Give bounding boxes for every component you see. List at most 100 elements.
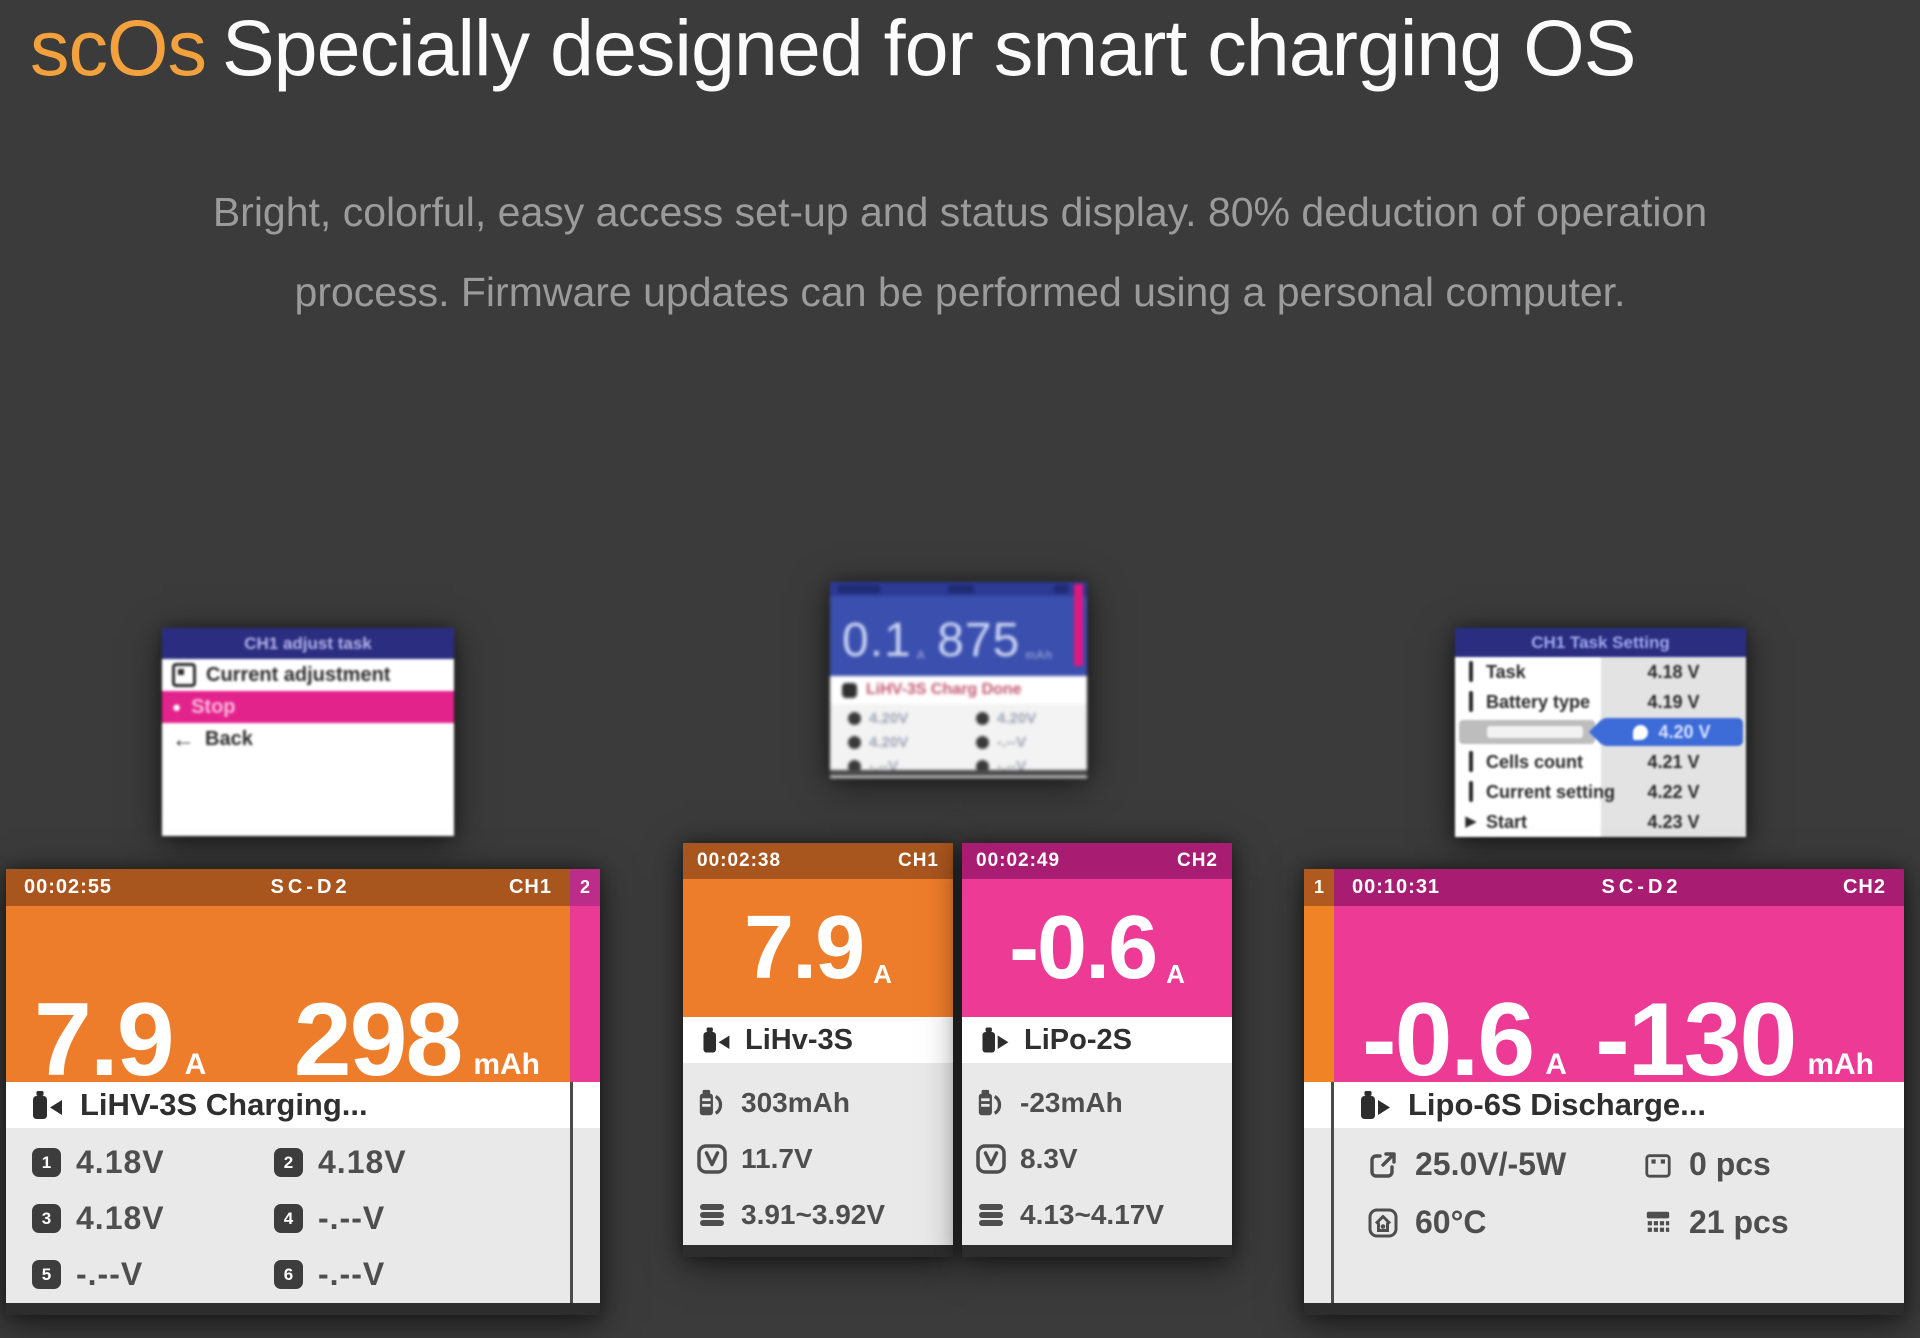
screen-ch1-main: 00:02:55 SC-D2 CH1 7.9 A 298 mAh LiHV-3S… — [6, 869, 600, 1315]
cells-icon — [976, 1200, 1006, 1230]
side-strip-lower — [570, 1082, 600, 1303]
task-row-task: Task 4.18 V — [1455, 657, 1746, 687]
back-arrow-icon: ← — [172, 725, 195, 752]
elapsed-time: 00:10:31 — [1352, 876, 1441, 898]
cell-1: 1 4.18V — [32, 1144, 165, 1181]
mini-current: 0.1 A — [842, 613, 926, 668]
ch1-status-row: LiHV-3S Charging... — [6, 1082, 570, 1128]
task-setting-body: Task 4.18 V Battery type 4.19 V 4.20 V C… — [1455, 657, 1746, 837]
temperature-icon — [1368, 1208, 1398, 1238]
ch2-readout: -0.6 A -130 mAh — [1334, 906, 1904, 1100]
selected-value-tag: 4.20 V — [1589, 718, 1743, 746]
model-name: SC-D2 — [1601, 876, 1682, 898]
current-value: -0.6 — [1009, 897, 1158, 998]
mini-statusbar — [830, 582, 1087, 596]
current-unit: A — [1166, 958, 1185, 989]
task-row-selected: 4.20 V — [1455, 717, 1746, 747]
ch1-side-tab-strip: 1 — [1304, 869, 1334, 1303]
page-subtitle: Bright, colorful, easy access set-up and… — [0, 172, 1920, 332]
cell-4: 4 -.--V — [274, 1200, 385, 1237]
task-setting-title: CH1 Task Setting — [1455, 628, 1746, 657]
screen-mini-status: 0.1 A 875 mAh LiHV-3S Charg Done 4.20V 4… — [830, 582, 1087, 778]
value-column — [1601, 657, 1746, 837]
voltage-row: 8.3V — [962, 1131, 1232, 1187]
ch1-cell-voltages: 1 4.18V 2 4.18V 3 4.18V 4 -.--V 5 -.--V 6 -.--… — [6, 1128, 570, 1303]
screen-task-setting: CH1 Task Setting Task 4.18 V Battery typ… — [1455, 628, 1746, 837]
mini-readout: 0.1 A 875 mAh — [830, 596, 1087, 676]
temperature-stat: 60°C — [1368, 1204, 1487, 1241]
battery-label: LiPo-2S — [1024, 1023, 1132, 1056]
ch2-battery-row: LiPo-2S — [962, 1017, 1232, 1063]
counter-empty-icon — [1644, 1151, 1672, 1179]
counter-grid-icon — [1644, 1209, 1672, 1237]
voltage-icon — [697, 1144, 727, 1174]
channel-2-color-strip — [570, 906, 600, 1082]
cell-range-row: 3.91~3.92V — [683, 1187, 953, 1243]
side-strip-lower — [1304, 1082, 1334, 1303]
ch2-stats: 25.0V/-5W 0 pcs 60°C — [1334, 1128, 1904, 1303]
ch1-battery-row: LiHv-3S — [683, 1017, 953, 1063]
voltage-icon — [976, 1144, 1006, 1174]
current-unit: A — [873, 958, 892, 989]
model-name: SC-D2 — [270, 876, 351, 898]
channel-label: CH2 — [1842, 876, 1886, 898]
mini-progress-bar — [1074, 584, 1083, 666]
ch2-status-text: Lipo-6S Discharge... — [1408, 1087, 1707, 1122]
subtitle-line-1: Bright, colorful, easy access set-up and… — [212, 189, 1708, 235]
screen-bezel — [1304, 1303, 1904, 1315]
pointer-icon — [1633, 724, 1649, 740]
screen-bezel — [683, 1245, 953, 1257]
menu-item-label: Current adjustment — [206, 663, 391, 686]
screen-ch1-compact: 00:02:38 CH1 7.9 A LiHv-3S 303mAh — [683, 843, 953, 1257]
cell-range-row: 4.13~4.17V — [962, 1187, 1232, 1243]
screen-ch2-main: 1 00:10:31 SC-D2 CH2 -0.6 A -130 mAh — [1304, 869, 1904, 1315]
stop-icon: ● — [172, 698, 182, 716]
channel-1-color-strip — [1304, 906, 1334, 1082]
ch2-header: 00:10:31 SC-D2 CH2 — [1334, 869, 1904, 906]
channel-label: CH1 — [508, 876, 552, 898]
capacity-readout: 298 mAh — [293, 982, 540, 1098]
start-icon: ▶ — [1465, 813, 1477, 830]
mini-cell-1: 4.20V — [848, 710, 908, 727]
task-row-current-setting: Current setting 4.22 V — [1455, 777, 1746, 807]
channel-label: CH1 — [897, 850, 939, 871]
mini-current-value: 0.1 — [842, 614, 912, 667]
ch1-compact-readout: 7.9 A — [683, 879, 953, 1017]
screen-bezel — [6, 1303, 600, 1315]
mini-current-unit: A — [916, 648, 926, 662]
channel-2-tab: 2 — [570, 869, 600, 906]
battery-charge-icon — [28, 1089, 66, 1121]
ch1-status-text: LiHV-3S Charging... — [80, 1087, 368, 1122]
task-row-battery-type: Battery type 4.19 V — [1455, 687, 1746, 717]
cell-6: 6 -.--V — [274, 1256, 385, 1293]
mini-cell-2: 4.20V — [976, 710, 1036, 727]
menu-item-stop: ● Stop — [162, 691, 454, 723]
ch2-main-panel: 00:10:31 SC-D2 CH2 -0.6 A -130 mAh Lipo-… — [1334, 869, 1904, 1303]
capacity-icon — [697, 1088, 727, 1118]
ch1-readout: 7.9 A 298 mAh — [6, 906, 570, 1100]
mini-capacity-value: 875 — [937, 614, 1021, 667]
page-title: scOs Specially designed for smart chargin… — [30, 2, 1636, 94]
battery-charge-icon — [699, 1025, 733, 1055]
mini-capacity-unit: mAh — [1025, 648, 1053, 662]
current-readout: 7.9 A — [34, 982, 207, 1098]
ch1-compact-header: 00:02:38 CH1 — [683, 843, 953, 879]
ch1-details: 303mAh 11.7V 3.91~3.92V — [683, 1063, 953, 1245]
channel-label: CH2 — [1176, 850, 1218, 871]
mini-status-row: LiHV-3S Charg Done — [830, 676, 1087, 704]
voltage-row: 11.7V — [683, 1131, 953, 1187]
selected-label-highlight — [1459, 720, 1595, 744]
power-stat: 25.0V/-5W — [1368, 1146, 1566, 1183]
screen-ch2-compact: 00:02:49 CH2 -0.6 A LiPo-2S -23mAh — [962, 843, 1232, 1257]
current-value: 7.9 — [744, 897, 865, 998]
channel-1-tab: 1 — [1304, 869, 1334, 906]
mini-cell-voltages: 4.20V 4.20V 4.20V -.--V -.--V -.--V — [830, 704, 1087, 778]
cells-count-icon — [1462, 751, 1480, 772]
battery-discharge-icon — [978, 1025, 1012, 1055]
pcs-total-stat: 21 pcs — [1644, 1204, 1789, 1241]
brand-name: scOs — [30, 3, 207, 92]
ch2-compact-readout: -0.6 A — [962, 879, 1232, 1017]
battery-label: LiHv-3S — [745, 1023, 853, 1056]
ch1-header: 00:02:55 SC-D2 CH1 — [6, 869, 570, 906]
